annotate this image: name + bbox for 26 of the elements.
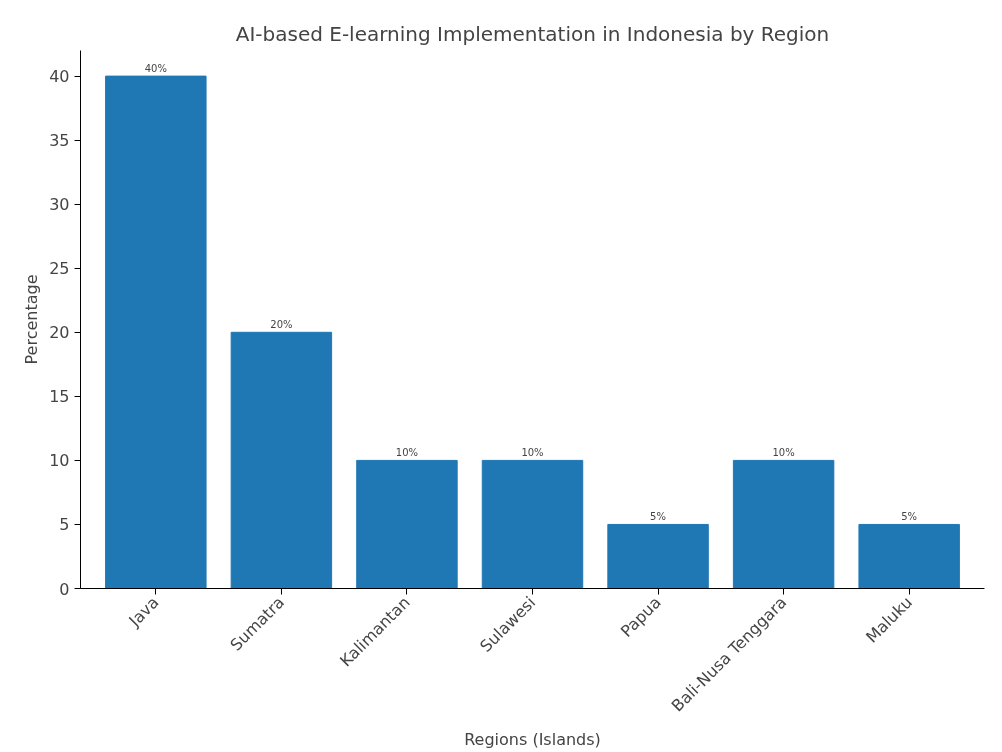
data-label: 5% — [901, 511, 918, 523]
y-tick-label: 0 — [59, 579, 70, 599]
y-tick-label: 25 — [49, 259, 70, 279]
data-label: 10% — [521, 447, 544, 459]
data-label: 10% — [772, 447, 795, 459]
y-axis-title: Percentage — [22, 274, 42, 365]
bar — [481, 459, 584, 589]
bar — [230, 331, 333, 589]
chart-title: AI-based E-learning Implementation in Indonesia by Region — [235, 21, 830, 46]
y-tick-label: 35 — [49, 131, 70, 151]
y-tick-label: 30 — [49, 195, 70, 215]
y-tick-label: 5 — [59, 515, 70, 535]
x-axis-title: Regions (Islands) — [464, 730, 601, 750]
y-tick-label: 40 — [49, 67, 70, 87]
data-label: 5% — [650, 511, 666, 523]
y-tick-label: 20 — [49, 323, 70, 343]
bar — [105, 75, 207, 589]
bar — [607, 523, 709, 589]
bar — [356, 459, 458, 589]
bar — [732, 459, 835, 589]
data-label: 40% — [144, 63, 167, 75]
bar — [858, 523, 960, 589]
y-tick-label: 15 — [49, 387, 70, 407]
data-label: 10% — [395, 447, 419, 459]
data-label: 20% — [270, 319, 293, 331]
y-tick-label: 10 — [49, 451, 70, 471]
